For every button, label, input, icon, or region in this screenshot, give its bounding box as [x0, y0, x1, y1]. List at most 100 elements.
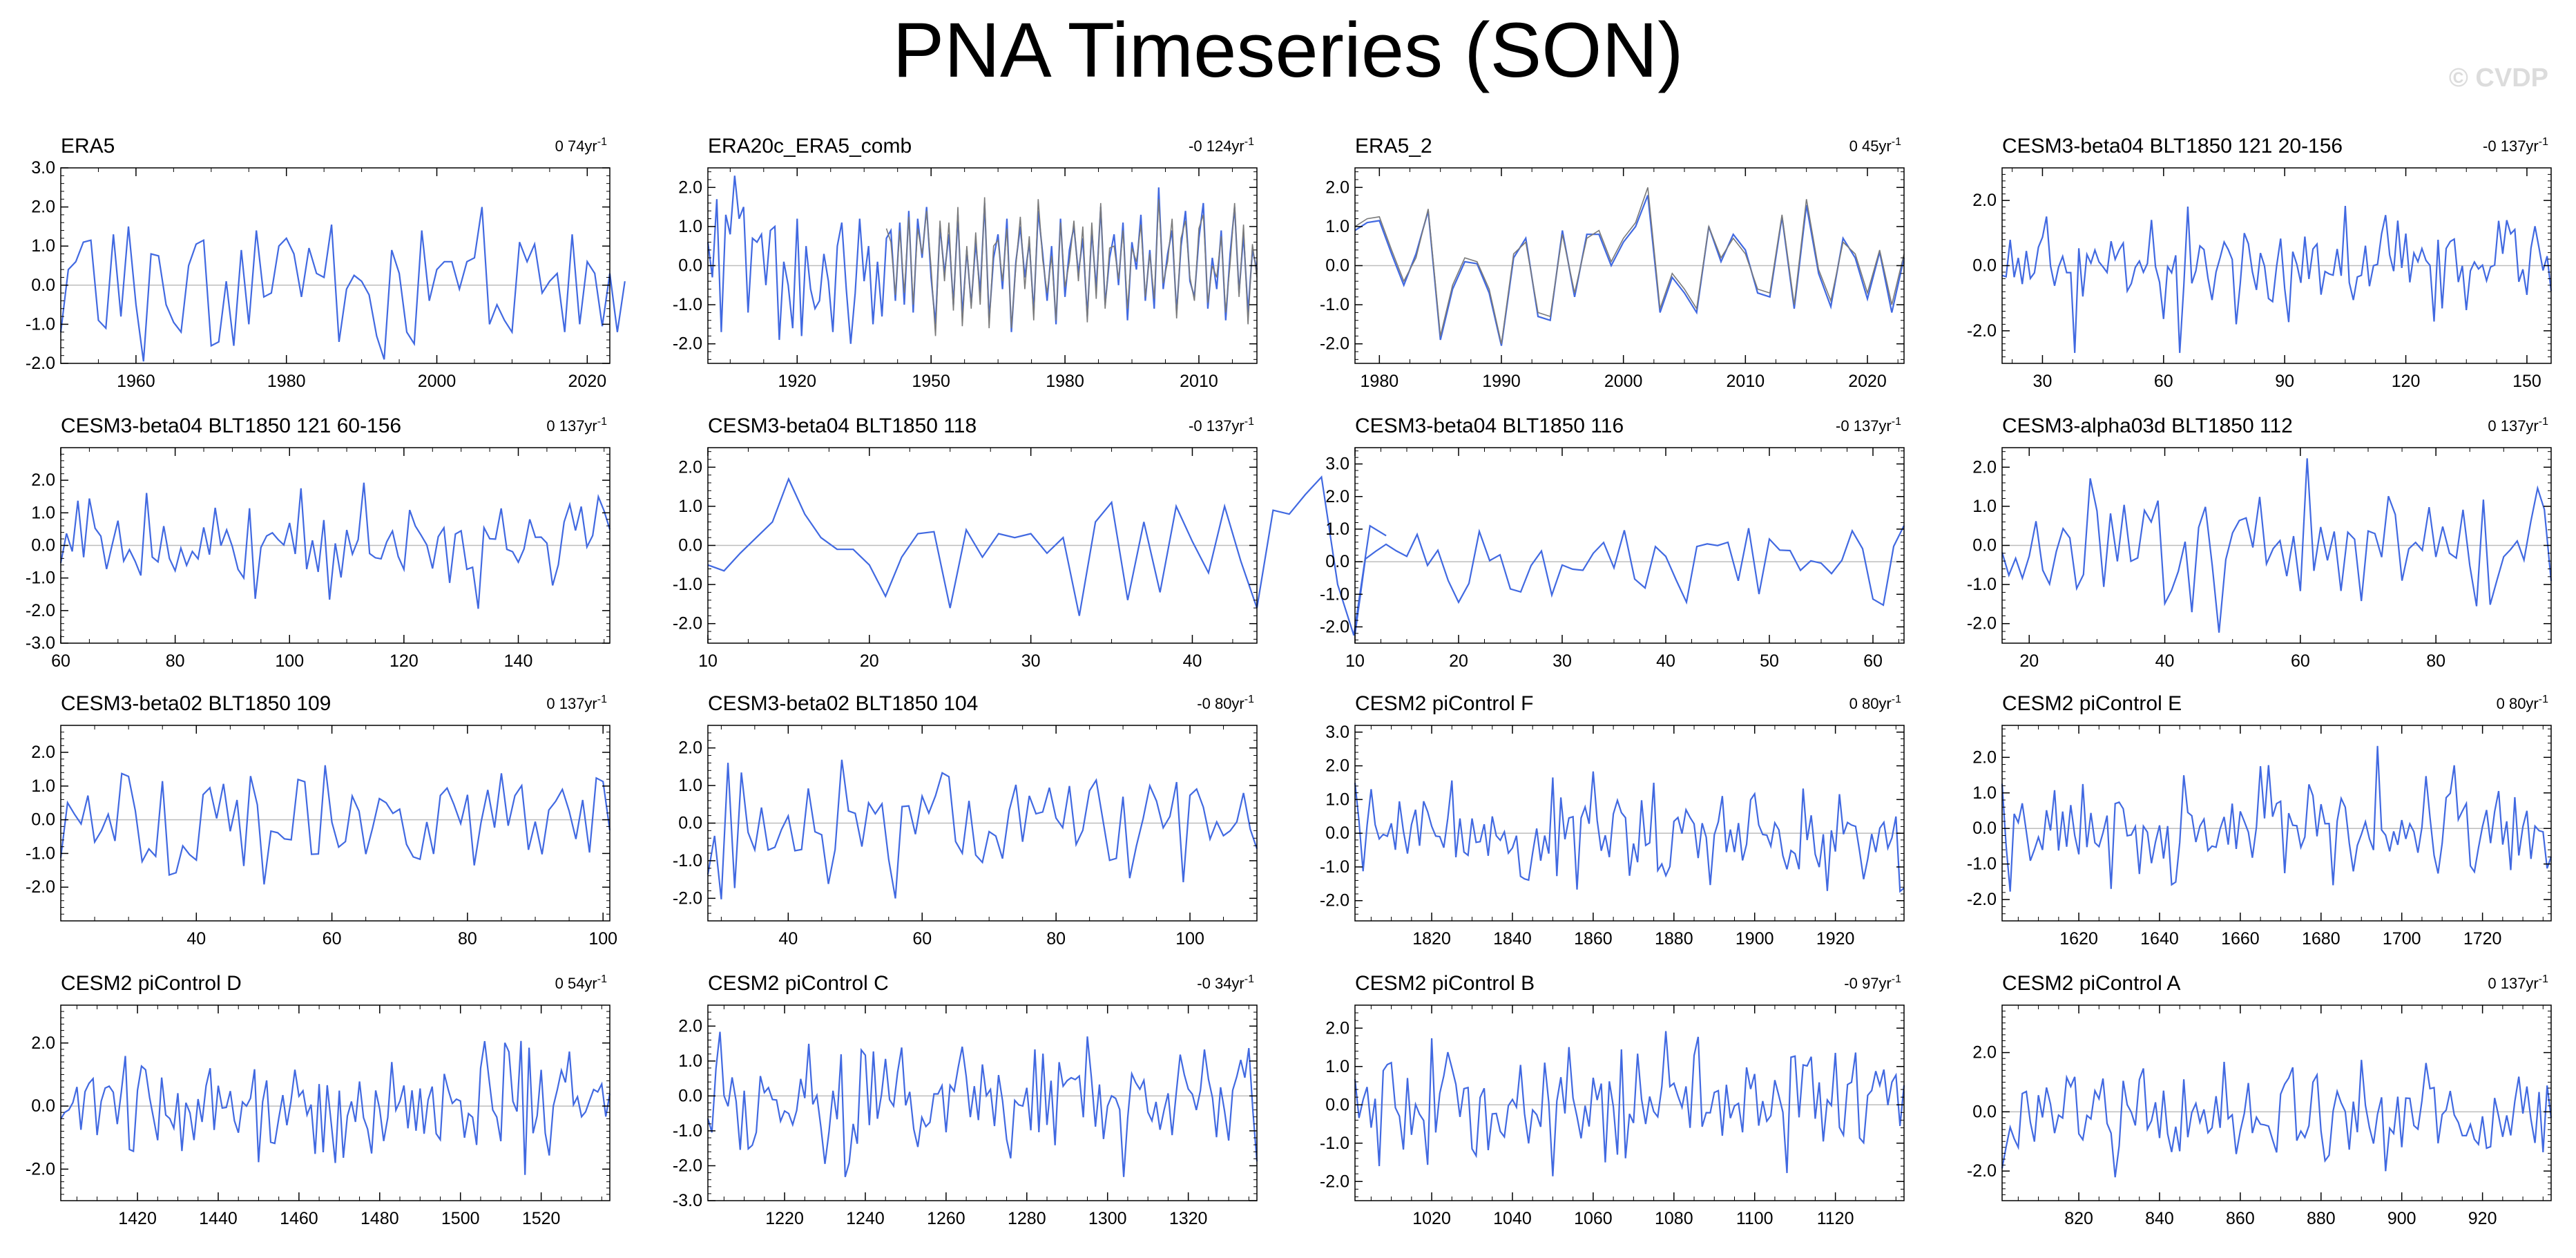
x-tick-label: 40: [1183, 651, 1202, 671]
x-tick-label: 2000: [418, 372, 456, 391]
y-tick-label: 2.0: [678, 457, 702, 477]
x-tick-label: 140: [504, 651, 533, 671]
x-tick-label: 1240: [846, 1209, 885, 1228]
y-tick-label: -1.0: [1967, 575, 1997, 594]
series-line: [1354, 525, 1905, 635]
y-tick-label: 2.0: [1325, 487, 1349, 506]
x-tick-label: 40: [778, 929, 798, 949]
chart-panel: ERA20c_ERA5_comb -0 124yr-1 2.0 1.0 0.0 -1.0 -…: [673, 135, 1258, 391]
trend-unit-exponent: -1: [1892, 136, 1901, 148]
trend-unit-exponent: -1: [1892, 416, 1901, 428]
panel-title: ERA20c_ERA5_comb: [708, 135, 912, 158]
trend-label: 0 54yr-1: [555, 973, 607, 992]
trend-label: 0 80yr-1: [2497, 694, 2548, 712]
x-tick-label: 1040: [1493, 1209, 1532, 1228]
trend-label: 0 80yr-1: [1849, 694, 1901, 712]
plot-frame: [1354, 447, 1905, 644]
y-tick-label: 2.0: [678, 178, 702, 197]
panel-title: CESM3-beta04 BLT1850 118: [708, 414, 977, 437]
panel-title: CESM2 piControl A: [2002, 972, 2180, 995]
trend-label: -0 137yr-1: [2483, 136, 2548, 155]
y-tick-label: -2.0: [26, 1159, 55, 1179]
trend-unit-exponent: -1: [597, 416, 607, 428]
x-tick-label: 30: [1021, 651, 1041, 671]
panel-title: CESM3-beta04 BLT1850 116: [1355, 414, 1624, 437]
x-tick-label: 1480: [361, 1209, 399, 1228]
y-tick-label: -1.0: [26, 844, 55, 863]
y-tick-label: -2.0: [1967, 890, 1997, 909]
watermark: © CVDP: [2448, 64, 2548, 93]
y-tick-label: 0.0: [1972, 256, 1997, 276]
chart-panel: ERA5 0 74yr-1 3.0 2.0 1.0 0.0 -1.0 -2.0 1960 1980…: [26, 135, 626, 391]
chart-panel: CESM3-beta04 BLT1850 121 20-156 -0 137yr-…: [1967, 135, 2553, 391]
panel-title: CESM3-alpha03d BLT1850 112: [2002, 414, 2293, 437]
trend-unit-exponent: -1: [597, 973, 607, 985]
panel-title: CESM3-beta04 BLT1850 121 60-156: [61, 414, 401, 437]
x-tick-label: 40: [2155, 651, 2175, 671]
chart-panel: CESM2 piControl A 0 137yr-1 2.0 0.0 -2.0 820 8…: [1967, 972, 2553, 1228]
y-tick-label: 2.0: [1325, 178, 1349, 197]
series-line: [60, 1040, 611, 1175]
chart-panel: CESM2 piControl B -0 97yr-1 2.0 1.0 0.0 -1.0 -…: [1320, 972, 1905, 1228]
panel-title: ERA5: [61, 135, 115, 158]
y-tick-label: -2.0: [1320, 617, 1349, 636]
x-tick-label: 1960: [117, 372, 155, 391]
y-tick-label: -2.0: [26, 601, 55, 620]
series-line: [707, 1031, 1258, 1177]
x-tick-label: 80: [458, 929, 477, 949]
x-tick-label: 1080: [1655, 1209, 1693, 1228]
x-tick-label: 1980: [1046, 372, 1084, 391]
y-tick-label: 0.0: [1972, 819, 1997, 838]
x-tick-label: 80: [166, 651, 185, 671]
series-line: [59, 765, 611, 885]
y-tick-label: -3.0: [26, 633, 55, 653]
series-line: [1354, 195, 1905, 346]
trend-unit-exponent: -1: [2539, 973, 2548, 985]
trend-label: -0 137yr-1: [1189, 416, 1254, 435]
trend-unit-exponent: -1: [2539, 136, 2548, 148]
x-tick-label: 60: [2291, 651, 2310, 671]
x-tick-label: 50: [1760, 651, 1779, 671]
y-tick-label: 2.0: [678, 738, 702, 758]
x-tick-label: 40: [186, 929, 206, 949]
x-tick-label: 1640: [2140, 929, 2179, 949]
panel-title: CESM2 piControl D: [61, 972, 242, 995]
x-tick-label: 60: [51, 651, 70, 671]
chart-panel: CESM3-beta04 BLT1850 121 60-156 0 137yr-1…: [26, 414, 611, 671]
x-tick-label: 1950: [912, 372, 950, 391]
x-tick-label: 1100: [1736, 1209, 1774, 1228]
x-tick-label: 1680: [2302, 929, 2340, 949]
x-tick-label: 40: [1656, 651, 1675, 671]
x-tick-label: 1980: [267, 372, 306, 391]
x-tick-label: 90: [2275, 372, 2294, 391]
y-tick-label: -2.0: [673, 888, 702, 908]
series-line: [1354, 771, 1905, 893]
y-tick-label: 0.0: [678, 814, 702, 833]
y-tick-label: -2.0: [1320, 334, 1349, 354]
y-tick-label: 2.0: [31, 1033, 55, 1053]
figure-title: PNA Timeseries (SON): [892, 7, 1684, 93]
trend-unit-exponent: -1: [1244, 973, 1254, 985]
trend-label: 0 74yr-1: [555, 136, 607, 155]
y-tick-label: 0.0: [1325, 823, 1349, 843]
trend-label: 0 137yr-1: [2488, 973, 2548, 992]
y-tick-label: 2.0: [31, 470, 55, 490]
chart-panel: ERA5_2 0 45yr-1 2.0 1.0 0.0 -1.0 -2.0 1980 1990 2…: [1320, 135, 1905, 391]
x-tick-label: 120: [2392, 372, 2421, 391]
x-tick-label: 900: [2387, 1209, 2416, 1228]
y-tick-label: 1.0: [1325, 1057, 1349, 1076]
y-tick-label: 2.0: [1972, 1043, 1997, 1062]
series-line: [2001, 745, 2553, 892]
y-tick-label: 3.0: [31, 158, 55, 178]
trend-label: 0 137yr-1: [546, 694, 607, 712]
x-tick-label: 2010: [1180, 372, 1218, 391]
panel-title: CESM2 piControl E: [2002, 692, 2182, 715]
x-tick-label: 1440: [199, 1209, 238, 1228]
x-tick-label: 10: [698, 651, 718, 671]
x-tick-label: 1420: [118, 1209, 157, 1228]
y-tick-label: -1.0: [1967, 855, 1997, 874]
plot-frame: [60, 725, 611, 922]
panel-title: CESM3-beta02 BLT1850 109: [61, 692, 331, 715]
y-tick-label: 2.0: [1972, 457, 1997, 477]
x-tick-label: 30: [1553, 651, 1572, 671]
